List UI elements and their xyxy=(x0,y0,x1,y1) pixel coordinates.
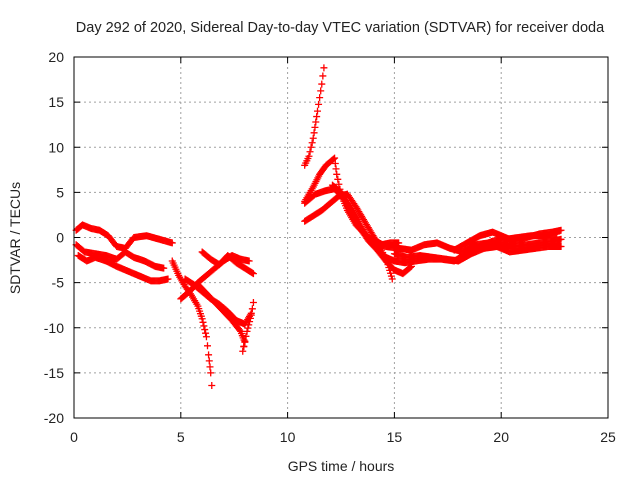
data-point-marker xyxy=(201,326,209,334)
series-track-n xyxy=(369,235,565,256)
y-tick-label: 15 xyxy=(48,94,64,110)
data-point-marker xyxy=(316,94,324,102)
series-track-p xyxy=(450,226,565,254)
data-point-marker xyxy=(313,113,321,121)
data-point-marker xyxy=(205,351,213,359)
x-tick-label: 10 xyxy=(280,429,296,445)
data-point-marker xyxy=(241,337,249,345)
data-point-marker xyxy=(334,175,342,183)
y-axis-label: SDTVAR / TECUs xyxy=(7,182,23,294)
data-point-marker xyxy=(243,327,251,335)
y-tick-label: -10 xyxy=(44,320,64,336)
data-point-marker xyxy=(557,243,565,251)
data-point-marker xyxy=(314,107,322,115)
data-point-marker xyxy=(202,329,210,337)
data-point-marker xyxy=(200,322,208,330)
data-point-marker xyxy=(239,347,247,355)
data-point-marker xyxy=(160,264,168,272)
data-point-marker xyxy=(205,357,213,365)
data-point-marker xyxy=(557,235,565,243)
data-point-marker xyxy=(557,226,565,234)
y-tick-label: 5 xyxy=(56,184,64,200)
data-point-marker xyxy=(309,134,317,142)
data-point-marker xyxy=(320,64,328,72)
x-tick-label: 5 xyxy=(177,429,185,445)
data-point-marker xyxy=(247,309,255,317)
x-axis-label: GPS time / hours xyxy=(288,458,395,474)
series-track-h xyxy=(198,248,257,278)
data-point-marker xyxy=(333,170,341,178)
data-point-marker xyxy=(204,342,211,350)
series-track-b xyxy=(72,241,168,272)
data-point-marker xyxy=(331,154,339,162)
x-tick-label: 25 xyxy=(600,429,616,445)
data-point-marker xyxy=(312,118,320,126)
data-point-marker xyxy=(246,311,254,319)
x-tick-label: 20 xyxy=(493,429,509,445)
data-point-marker xyxy=(330,155,338,163)
data-point-marker xyxy=(244,324,252,332)
data-point-marker xyxy=(202,333,210,341)
y-tick-label: 10 xyxy=(48,139,64,155)
data-point-marker xyxy=(305,152,313,160)
series-track-o xyxy=(390,243,565,265)
data-point-marker xyxy=(318,80,326,88)
data-point-marker xyxy=(249,298,257,306)
data-points xyxy=(72,64,565,390)
series-track-a xyxy=(72,221,176,252)
chart-title: Day 292 of 2020, Sidereal Day-to-day VTE… xyxy=(76,20,605,36)
data-point-marker xyxy=(311,123,319,131)
y-tick-label: -5 xyxy=(52,275,65,291)
series-track-g xyxy=(181,275,255,328)
data-point-marker xyxy=(245,257,253,265)
y-tick-label: 20 xyxy=(48,49,64,65)
data-point-marker xyxy=(306,148,314,156)
data-point-marker xyxy=(240,342,248,350)
data-point-marker xyxy=(168,239,176,247)
data-point-marker xyxy=(198,315,206,323)
x-tick-label: 0 xyxy=(70,429,78,445)
y-tick-label: 0 xyxy=(56,230,64,246)
y-tick-label: -20 xyxy=(44,410,64,426)
data-point-marker xyxy=(317,87,325,95)
data-point-marker xyxy=(388,275,396,283)
data-point-marker xyxy=(319,72,327,80)
data-point-marker xyxy=(307,143,315,151)
data-point-marker xyxy=(242,332,250,340)
data-point-marker xyxy=(331,159,339,167)
series-track-c xyxy=(74,252,172,285)
data-point-marker xyxy=(249,270,257,278)
data-point-marker xyxy=(308,139,316,147)
y-tick-label: -15 xyxy=(44,365,64,381)
x-tick-label: 15 xyxy=(387,429,403,445)
data-point-marker xyxy=(332,165,340,173)
data-point-marker xyxy=(206,363,214,371)
data-point-marker xyxy=(207,369,215,377)
series-track-i xyxy=(301,64,328,169)
data-point-marker xyxy=(315,100,323,108)
data-point-marker xyxy=(199,318,207,326)
data-point-marker xyxy=(236,326,244,334)
data-point-marker xyxy=(208,382,216,390)
axis-ticks: 0 5 10 15 20 25 -20 -15 -10 -5 0 5 10 15 20 xyxy=(44,49,616,445)
data-point-marker xyxy=(248,305,256,313)
data-point-marker xyxy=(310,129,318,137)
data-point-marker xyxy=(335,180,343,188)
data-point-marker xyxy=(164,275,172,283)
